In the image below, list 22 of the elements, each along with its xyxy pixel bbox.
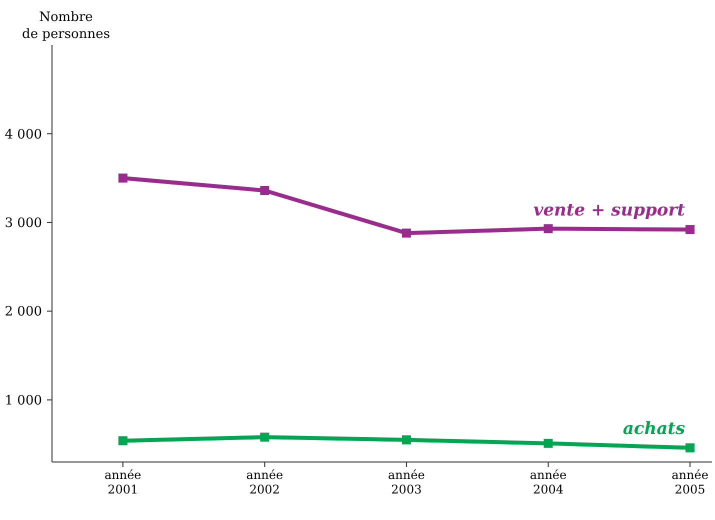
point <box>402 228 411 238</box>
point <box>118 174 128 183</box>
x-tick-label: année 2001 <box>104 468 142 496</box>
y-tick-label: 3 000 <box>4 216 42 231</box>
point <box>260 432 270 442</box>
y-tick-label: 1 000 <box>4 393 42 408</box>
point <box>686 443 695 452</box>
series-label: vente + support <box>533 200 686 221</box>
x-tick-label: année 2002 <box>246 468 284 496</box>
y-tick-label: 4 000 <box>4 127 42 142</box>
point <box>544 224 553 234</box>
x-tick-label: année 2004 <box>530 468 567 496</box>
y-tick-label: 2 000 <box>4 304 42 320</box>
y-axis-title: Nombre de personnes <box>22 10 110 42</box>
x-tick-label: année 2003 <box>388 468 425 496</box>
point <box>686 225 695 234</box>
point <box>544 438 553 448</box>
x-tick-label: année 2005 <box>672 468 708 496</box>
point <box>260 186 270 196</box>
point <box>118 436 128 446</box>
series-label: achats <box>622 418 686 439</box>
point <box>402 435 411 444</box>
